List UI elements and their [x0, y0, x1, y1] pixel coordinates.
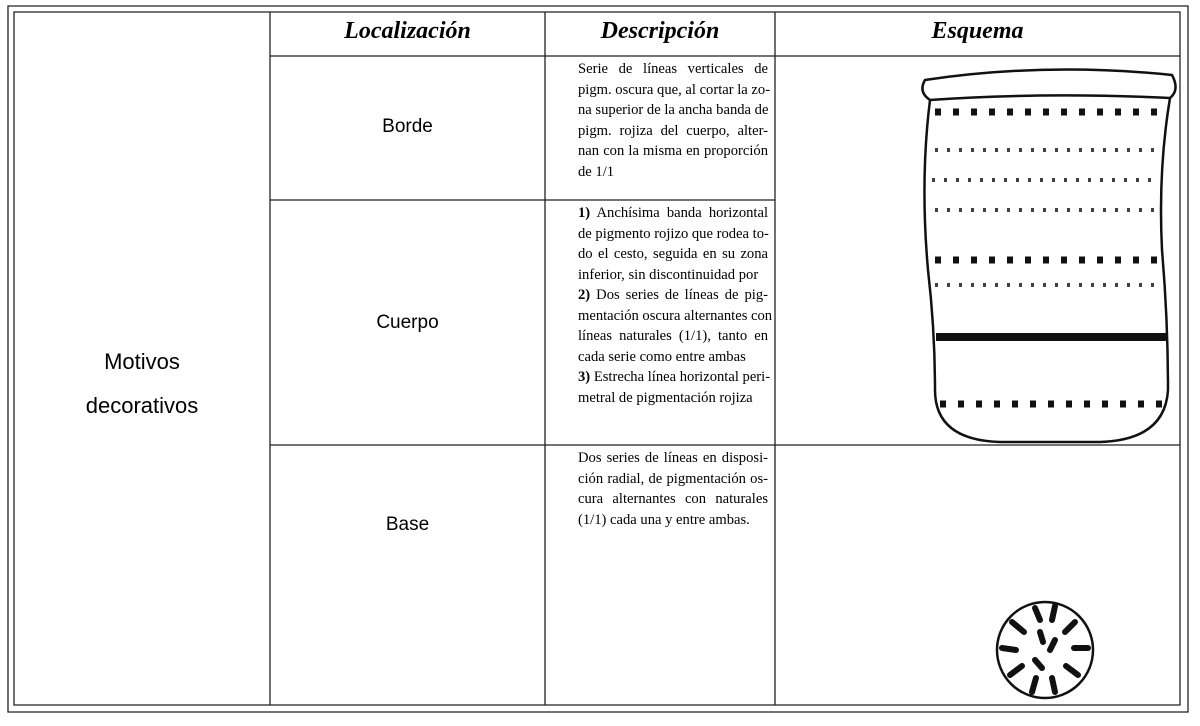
line-text: Estrecha línea horizontal peri-	[593, 369, 771, 385]
group-line: decorativos	[85, 393, 199, 418]
line-text: líneas naturales (1/1), tanto en	[578, 328, 768, 344]
line-text: na superior de la ancha banda de	[578, 102, 769, 118]
description-line: nan con la misma en proporción	[578, 141, 768, 162]
description-line: 1) Anchísima banda horizontal	[578, 203, 768, 224]
description-line: pigm. rojiza del cuerpo, alter-	[578, 121, 768, 142]
description-line: inferior, sin discontinuidad por	[578, 265, 768, 286]
description-line: de 1/1	[578, 162, 768, 183]
line-text: Dos series de líneas de pig-	[596, 287, 768, 303]
base-sketch	[997, 602, 1093, 698]
line-text: nan con la misma en proporción	[578, 143, 768, 159]
line-text: cura alternantes con naturales	[578, 491, 768, 507]
item-marker: 1)	[578, 205, 591, 221]
line-text: cada serie como entre ambas	[578, 348, 746, 365]
header-cell: Descripción	[600, 18, 720, 44]
description-line: cura alternantes con naturales	[578, 489, 768, 510]
line-text: Dos series de líneas en disposi-	[578, 450, 768, 466]
line-text: (1/1) cada una y entre ambas.	[578, 511, 750, 528]
line-text: mentación oscura alternantes con	[578, 307, 773, 324]
description-line: do el cesto, seguida en su zona	[578, 244, 768, 265]
outer-border	[8, 6, 1188, 712]
header-cell: Esquema	[931, 18, 1024, 44]
line-text: de pigmento rojizo que rodea to-	[578, 225, 769, 242]
description: Serie de líneas verticales de pigm. oscur…	[578, 59, 771, 183]
description-line: cada serie como entre ambas	[578, 347, 768, 368]
location: Borde	[382, 116, 433, 137]
line-text: do el cesto, seguida en su zona	[578, 246, 768, 262]
description-line: líneas naturales (1/1), tanto en	[578, 326, 768, 347]
item-marker: 2)	[578, 287, 591, 303]
description-line: 3) Estrecha línea horizontal peri-	[578, 367, 771, 388]
description-line: de pigmento rojizo que rodea to-	[578, 224, 769, 245]
description-line: na superior de la ancha banda de	[578, 100, 768, 121]
line-text: pigm. rojiza del cuerpo, alter-	[578, 122, 768, 139]
location: Base	[385, 514, 430, 535]
description: Dos series de líneas en disposi-ción rad…	[578, 448, 768, 530]
vase-sketch	[922, 70, 1175, 442]
line-text: Serie de líneas verticales de	[578, 61, 768, 77]
group-line: Motivos	[104, 349, 180, 374]
line-text: Anchísima banda horizontal	[596, 205, 769, 221]
table-border	[14, 12, 1180, 705]
group-label: Motivos decorativos	[14, 340, 270, 428]
description-line: 2) Dos series de líneas de pig-	[578, 285, 768, 306]
line-text: metral de pigmentación rojiza	[578, 389, 753, 406]
header-cell: Localización	[344, 18, 471, 44]
description-line: metral de pigmentación rojiza	[578, 388, 768, 409]
item-marker: 3)	[578, 369, 591, 385]
description-line: pigm. oscura que, al cortar la zo-	[578, 80, 771, 101]
line-text: inferior, sin discontinuidad por	[578, 266, 759, 283]
description-line: ción radial, de pigmentación os-	[578, 469, 768, 490]
line-text: de 1/1	[578, 163, 615, 180]
location: Cuerpo	[376, 312, 439, 333]
description: 1) Anchísima banda horizontal de pigmento…	[578, 203, 772, 409]
description-line: mentación oscura alternantes con	[578, 306, 772, 327]
line-text: pigm. oscura que, al cortar la zo-	[578, 81, 771, 98]
description-line: Serie de líneas verticales de	[578, 59, 768, 80]
description-line: Dos series de líneas en disposi-	[578, 448, 768, 469]
line-text: ción radial, de pigmentación os-	[578, 470, 768, 487]
description-line: (1/1) cada una y entre ambas.	[578, 510, 768, 531]
